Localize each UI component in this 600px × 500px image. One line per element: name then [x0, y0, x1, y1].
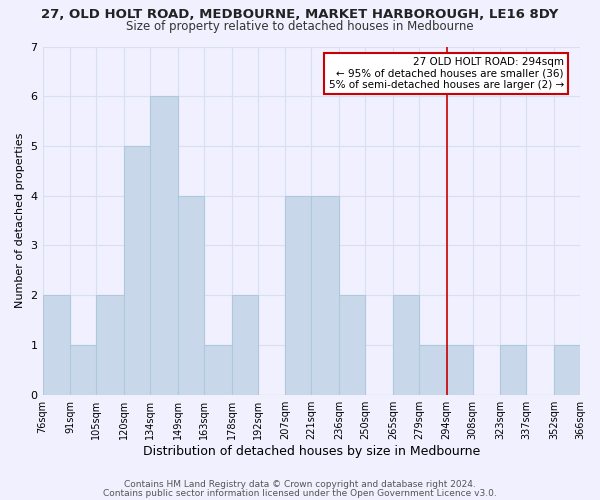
Bar — [446, 345, 473, 395]
Bar — [339, 295, 365, 394]
Text: Size of property relative to detached houses in Medbourne: Size of property relative to detached ho… — [126, 20, 474, 33]
Bar — [43, 295, 70, 394]
Bar — [393, 295, 419, 394]
Bar — [204, 345, 232, 395]
Text: 27, OLD HOLT ROAD, MEDBOURNE, MARKET HARBOROUGH, LE16 8DY: 27, OLD HOLT ROAD, MEDBOURNE, MARKET HAR… — [41, 8, 559, 20]
Bar — [70, 345, 96, 395]
Bar — [419, 345, 446, 395]
Bar — [554, 345, 580, 395]
Bar — [96, 295, 124, 394]
Bar — [286, 196, 311, 394]
Text: Contains public sector information licensed under the Open Government Licence v3: Contains public sector information licen… — [103, 488, 497, 498]
Bar — [150, 96, 178, 394]
Text: 27 OLD HOLT ROAD: 294sqm
← 95% of detached houses are smaller (36)
5% of semi-de: 27 OLD HOLT ROAD: 294sqm ← 95% of detach… — [329, 57, 564, 90]
Y-axis label: Number of detached properties: Number of detached properties — [15, 133, 25, 308]
Bar — [178, 196, 204, 394]
Bar — [311, 196, 339, 394]
X-axis label: Distribution of detached houses by size in Medbourne: Distribution of detached houses by size … — [143, 444, 480, 458]
Bar — [232, 295, 257, 394]
Bar — [500, 345, 526, 395]
Bar — [124, 146, 150, 394]
Text: Contains HM Land Registry data © Crown copyright and database right 2024.: Contains HM Land Registry data © Crown c… — [124, 480, 476, 489]
